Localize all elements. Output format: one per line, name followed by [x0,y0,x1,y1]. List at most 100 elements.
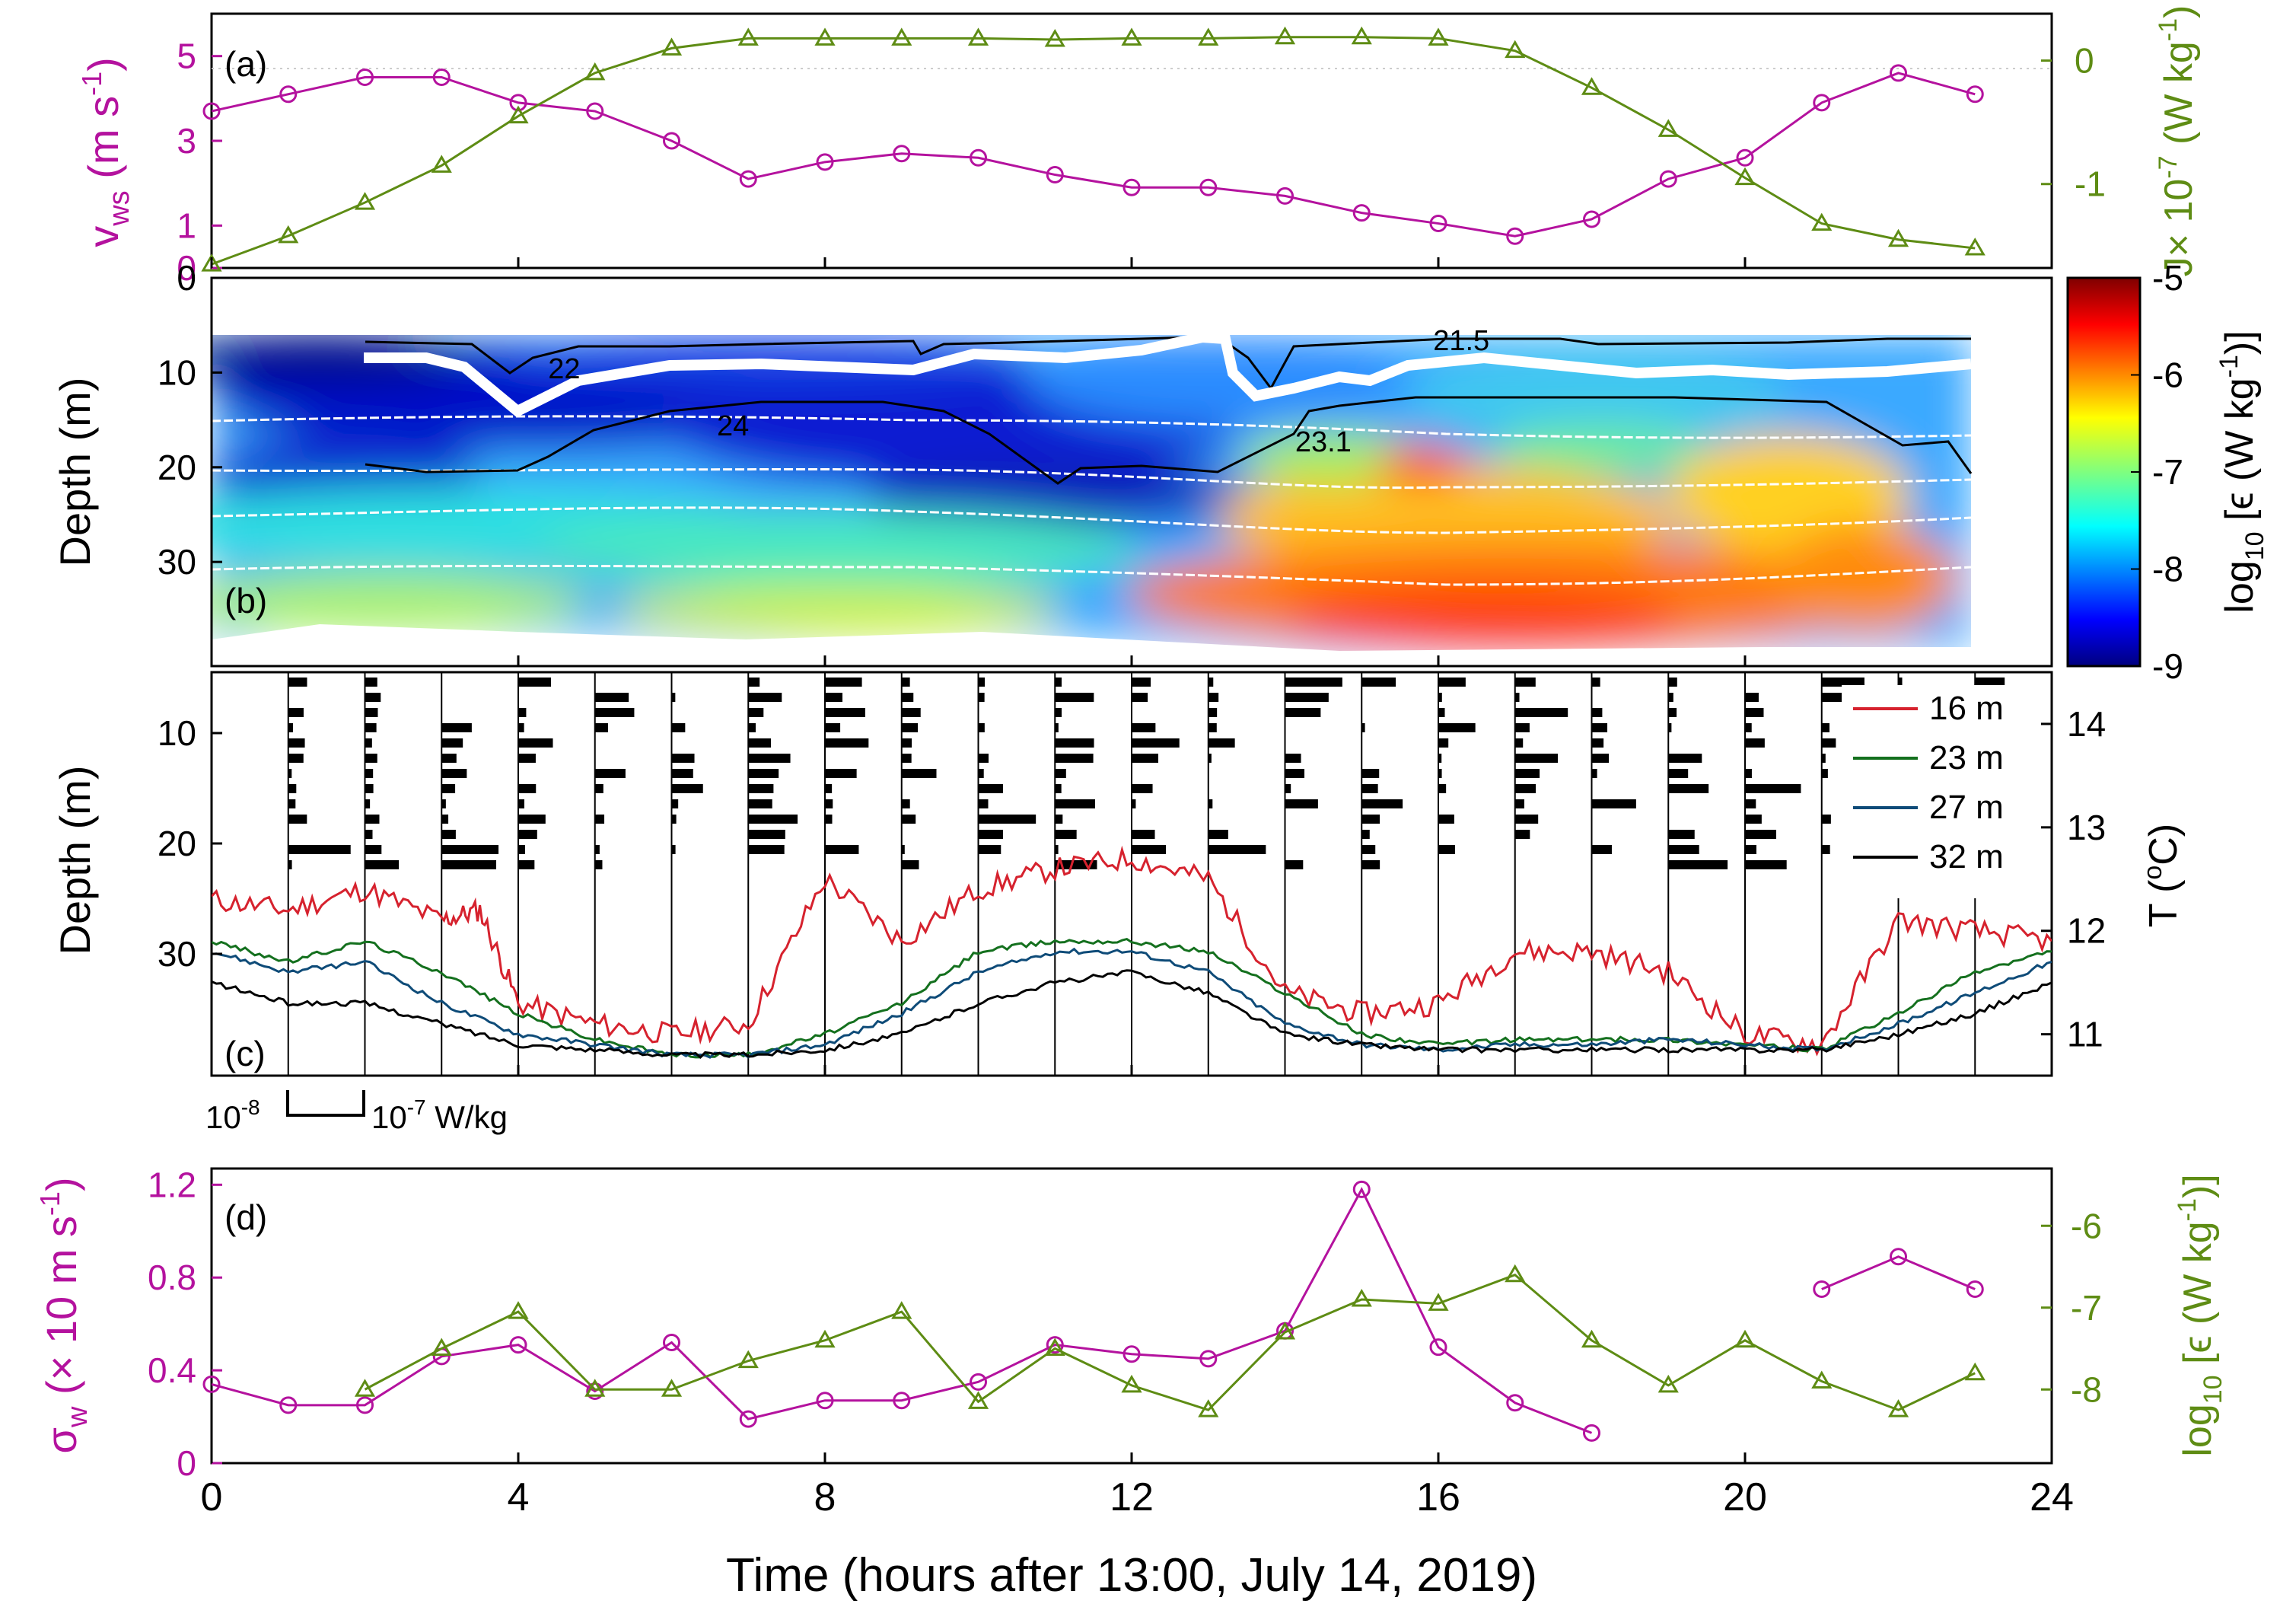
epsilon-profile-bar [1591,708,1603,717]
epsilon-scale-left-label: 10-8 [205,1095,260,1135]
epsilon-profile-bar [1055,678,1062,687]
epsilon-profile-bar [1514,815,1539,824]
epsilon-profile-bar [288,815,307,824]
sigma-w-point [1352,1180,1371,1198]
epsilon-profile-bar [1745,799,1756,808]
vws-point [1429,215,1447,233]
temperature-line-32m [212,969,2052,1059]
J-point [1581,77,1603,95]
J-point [201,253,222,272]
J-point [967,27,989,46]
panel-b-heatmap [212,278,2052,666]
epsilon-profile-bar [594,708,635,717]
epsilon-profile-bar [1285,693,1329,702]
epsilon-profile-bar [1514,738,1524,748]
panel-a-left-tick-label: 3 [177,121,196,161]
epsilon-profile-bar [748,678,760,687]
epsilon-profile-bar [1821,738,1836,748]
x-tick-label: 20 [1723,1475,1767,1519]
epsilon-profile-bar [1285,860,1304,869]
epsilon-profile-bar [1438,754,1442,763]
epsilon-profile-bar [1361,799,1403,808]
temperature-line-16m [212,845,2052,1057]
epsilon-point [584,1379,606,1397]
epsilon-point [737,1350,759,1369]
epsilon-profile-bar [1591,723,1608,732]
epsilon-profile-bar [1975,678,2005,687]
epsilon-profile-bar [1821,815,1831,824]
panel-d-left-ticks: 0 0.4 0.8 1.2 [148,1165,222,1483]
epsilon-profile-bar [1055,799,1095,808]
epsilon-profile-bar [1438,784,1447,793]
temperature-line-27m [212,947,2052,1059]
epsilon-profile-bar [1514,830,1530,839]
contour-label: 21.5 [1433,325,1489,357]
epsilon-profile-bar [365,860,400,869]
colorbar-tick-label: -8 [2152,550,2183,589]
epsilon-profile-bar [1361,678,1396,687]
epsilon-profile-bar [671,769,693,778]
epsilon-profile-bar [825,738,869,748]
panel-b-tick-label: 20 [158,448,196,487]
panel-d-frame [210,1167,2053,1465]
J-point [1658,119,1679,137]
epsilon-profile-bar [518,799,524,808]
epsilon-profile-bar [1514,799,1524,808]
epsilon-point [1581,1329,1603,1348]
epsilon-profile-bar [1591,678,1600,687]
panel-a-left-tick-label: 1 [177,206,196,245]
epsilon-point [891,1301,912,1319]
panel-b-thick-white-line [364,331,1972,418]
colorbar-label: log10 [ϵ (W kg-1)] [2215,330,2269,613]
panel-c-right-axis-label: T (oC) [2138,824,2186,927]
epsilon-profile-bar [1361,860,1380,869]
epsilon-scale-bracket [286,1090,365,1117]
vws-point [432,69,451,86]
epsilon-profile-bar [901,723,919,732]
sigma-w-point [1046,1336,1064,1354]
vws-point [893,145,911,163]
epsilon-profile-bar [441,723,472,732]
epsilon-profile-bar [518,784,537,793]
panel-d: 0 0.4 0.8 1.2 -8 -7 -6 (d) σw (× 10 m s-1) lo… [34,257,2228,1602]
epsilon-profile-bar [365,845,382,854]
epsilon-profile-bar [825,784,833,793]
panel-c-tick-label: 20 [158,824,196,863]
epsilon-profile-bar [978,784,1003,793]
sigma-w-point [279,1396,298,1414]
epsilon-profile-bar [518,678,552,687]
epsilon-profile-bar [901,769,937,778]
contour-label: 23.1 [1295,426,1352,458]
epsilon-profile-bar [1668,845,1699,854]
epsilon-profile-bar [1591,799,1636,808]
epsilon-profile-bar [978,799,989,808]
epsilon-profile-bar [901,860,919,869]
epsilon-scale-bar: 10-8 10-7 W/kg [205,1090,508,1135]
J-point [1887,228,1909,247]
epsilon-point [1274,1322,1296,1340]
sigma-w-point [1966,1280,1984,1298]
epsilon-profile-bar [288,678,307,687]
epsilon-profile-bar [671,845,676,854]
panel-a-right-ticks: -1 0 [2041,41,2106,204]
epsilon-profile-bar [594,784,603,793]
legend-label: 16 m [1929,690,2004,727]
panel-d-left-tick-label: 0.4 [148,1350,196,1390]
panel-b-tick-label: 0 [177,258,196,298]
epsilon-profile-bar [441,738,463,748]
epsilon-profile-bar [288,738,305,748]
sigma-w-point [970,1373,987,1391]
epsilon-profile-bar [365,784,374,793]
panel-b-isoline-1 [212,415,1972,439]
epsilon-profile-bar [1591,845,1612,854]
sigma-w-point [202,1375,221,1393]
epsilon-profile-bar [1745,845,1756,854]
epsilon-point [1505,1264,1526,1283]
epsilon-profile-bar [594,693,629,702]
sigma-w-point [739,1410,757,1428]
epsilon-profile-bar [594,845,600,854]
epsilon-point [1428,1293,1449,1311]
panel-a-left-tick-label: 0 [177,248,196,288]
epsilon-profile-bar [825,845,859,854]
